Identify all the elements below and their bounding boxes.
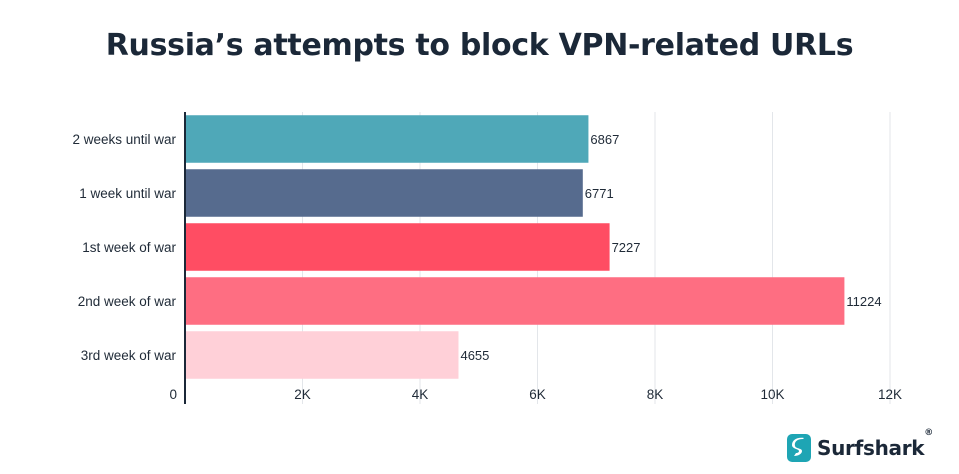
category-label: 2 weeks until war	[72, 132, 176, 147]
x-tick-label: 12K	[878, 387, 902, 402]
bar	[186, 331, 459, 379]
brand-name: Surfshark®	[816, 428, 933, 460]
category-label: 2nd week of war	[78, 294, 177, 309]
category-label: 3rd week of war	[81, 348, 177, 363]
bar	[186, 115, 589, 163]
category-label: 1 week until war	[79, 186, 176, 201]
x-tick-label: 2K	[294, 387, 311, 402]
data-label: 6771	[585, 186, 614, 201]
brand-logo: Surfshark®	[786, 428, 933, 462]
data-label: 6867	[590, 132, 619, 147]
category-label: 1st week of war	[82, 240, 176, 255]
x-tick-label: 0	[169, 387, 177, 402]
registered-mark: ®	[924, 428, 933, 438]
bar	[186, 277, 845, 325]
chart-title: Russia’s attempts to block VPN-related U…	[105, 28, 854, 63]
bar	[186, 169, 583, 217]
x-tick-label: 4K	[412, 387, 429, 402]
labels: 0 2K 4K 6K 8K 10K 12K 2 weeks until war 6867 1 we…	[72, 132, 902, 402]
x-tick-label: 6K	[529, 387, 546, 402]
data-label: 7227	[612, 240, 641, 255]
bars	[186, 115, 845, 379]
data-label: 11224	[846, 294, 881, 309]
bar	[186, 223, 610, 271]
data-label: 4655	[460, 348, 489, 363]
x-tick-label: 8K	[647, 387, 664, 402]
x-tick-label: 10K	[760, 387, 784, 402]
surfshark-logo-icon	[786, 434, 811, 462]
